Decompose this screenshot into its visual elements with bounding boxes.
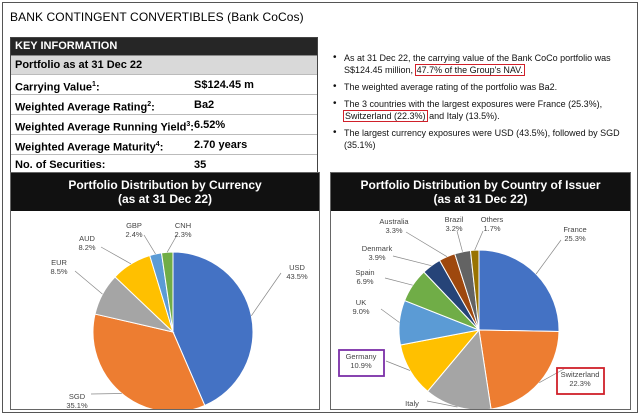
row-label: Weighted Average Rating2: — [15, 101, 155, 114]
slice-label-denmark: Denmark — [362, 244, 393, 253]
key-info-row: Weighted Average Maturity4: 2.70 years — [11, 134, 317, 154]
slice-label-gbp: GBP — [126, 221, 142, 230]
leader-line-denmark — [392, 255, 432, 267]
slice-value-spain: 6.9% — [356, 277, 373, 286]
leader-line-switzerland — [539, 368, 565, 384]
leader-line-eur — [74, 270, 103, 295]
leader-line-sgd — [90, 393, 122, 395]
leader-line-cnh — [166, 234, 178, 253]
leader-line-gbp — [143, 234, 156, 255]
key-info-row: Carrying Value1: S$124.45 m — [11, 74, 317, 94]
currency-chart-subtitle: (as at 31 Dec 22) — [117, 192, 213, 206]
slice-label-switzerland: Switzerland — [561, 370, 600, 379]
slice-value-sgd: 35.1% — [66, 401, 88, 409]
pie-slice-sgd — [92, 313, 206, 409]
row-value: 35 — [194, 159, 207, 171]
slice-label-germany: Germany — [346, 352, 377, 361]
country-chart-banner: Portfolio Distribution by Country of Iss… — [331, 173, 630, 211]
row-value: Ba2 — [194, 99, 215, 111]
bullet-carrying-value: As at 31 Dec 22, the carrying value of t… — [333, 52, 633, 76]
leader-line-italy — [426, 400, 458, 408]
slice-label-france: France — [563, 225, 586, 234]
slice-label-eur: EUR — [51, 258, 67, 267]
slice-value-italy: 13.5% — [401, 408, 423, 409]
country-chart-panel: Portfolio Distribution by Country of Iss… — [330, 172, 631, 410]
row-label: No. of Securities: — [15, 159, 106, 171]
slice-value-others: 1.7% — [483, 224, 500, 233]
currency-chart-banner: Portfolio Distribution by Currency (as a… — [11, 173, 319, 211]
slice-value-denmark: 3.9% — [368, 253, 385, 262]
bullet-rating: The weighted average rating of the portf… — [333, 81, 633, 93]
switzerland-highlight-box: Switzerland (22.3%) — [343, 110, 428, 122]
slice-value-australia: 3.3% — [385, 226, 402, 235]
leader-line-spain — [384, 277, 413, 286]
slice-value-usd: 43.5% — [286, 272, 308, 281]
bullet-countries: The 3 countries with the largest exposur… — [333, 98, 633, 122]
highlight-box-switzerland — [556, 367, 605, 395]
pie-slice-switzerland — [478, 329, 560, 409]
leader-line-germany — [385, 360, 411, 371]
slice-value-aud: 8.2% — [78, 243, 95, 252]
key-info-row: Weighted Average Running Yield3: 6.52% — [11, 114, 317, 134]
slice-value-switzerland: 22.3% — [569, 379, 591, 388]
page-title: BANK CONTINGENT CONVERTIBLES (Bank CoCos… — [10, 10, 304, 24]
leader-line-uk — [380, 308, 400, 323]
row-value: S$124.45 m — [194, 79, 254, 91]
currency-chart-title: Portfolio Distribution by Currency — [68, 178, 262, 192]
slice-label-sgd: SGD — [69, 392, 86, 401]
currency-chart-panel: Portfolio Distribution by Currency (as a… — [10, 172, 320, 410]
row-value: 2.70 years — [194, 139, 248, 151]
row-value: 6.52% — [194, 119, 226, 131]
country-chart-title: Portfolio Distribution by Country of Iss… — [360, 178, 601, 192]
summary-bullets: As at 31 Dec 22, the carrying value of t… — [333, 52, 633, 156]
pie-slice-france — [478, 249, 560, 333]
key-info-row: Weighted Average Rating2: Ba2 — [11, 94, 317, 114]
key-information-table: KEY INFORMATION Portfolio as at 31 Dec 2… — [10, 37, 318, 175]
slice-value-brazil: 3.2% — [445, 224, 462, 233]
slice-label-others: Others — [481, 215, 504, 224]
slice-label-usd: USD — [289, 263, 305, 272]
row-label: Carrying Value1: — [15, 81, 100, 94]
pie-slice-others — [469, 249, 480, 331]
leader-line-australia — [405, 231, 448, 257]
slice-value-uk: 9.0% — [352, 307, 369, 316]
slice-label-uk: UK — [356, 298, 366, 307]
leader-line-aud — [100, 246, 132, 265]
slice-label-aud: AUD — [79, 234, 95, 243]
slice-label-italy: Italy — [405, 399, 419, 408]
slice-label-australia: Australia — [379, 217, 409, 226]
key-info-row: No. of Securities: 35 — [11, 154, 317, 174]
bullet-currency: The largest currency exposures were USD … — [333, 127, 633, 151]
leader-line-usd — [251, 272, 282, 316]
country-chart-subtitle: (as at 31 Dec 22) — [433, 192, 528, 206]
slice-value-gbp: 2.4% — [125, 230, 142, 239]
portfolio-date-subheader: Portfolio as at 31 Dec 22 — [11, 55, 317, 74]
slice-label-spain: Spain — [355, 268, 374, 277]
leader-line-others — [474, 230, 484, 251]
slice-value-cnh: 2.3% — [174, 230, 191, 239]
slice-value-germany: 10.9% — [350, 361, 372, 370]
highlight-box-germany — [338, 349, 385, 377]
leader-line-brazil — [456, 230, 463, 252]
row-label: Weighted Average Maturity4: — [15, 141, 164, 154]
leader-line-france — [535, 239, 562, 275]
pie-slice-italy — [426, 328, 492, 409]
key-information-header: KEY INFORMATION — [11, 38, 317, 55]
slice-label-brazil: Brazil — [445, 215, 464, 224]
slice-label-cnh: CNH — [175, 221, 191, 230]
nav-highlight-box: 47.7% of the Group's NAV. — [414, 64, 525, 76]
slice-value-eur: 8.5% — [50, 267, 67, 276]
slice-value-france: 25.3% — [564, 234, 586, 243]
row-label: Weighted Average Running Yield3: — [15, 121, 194, 134]
